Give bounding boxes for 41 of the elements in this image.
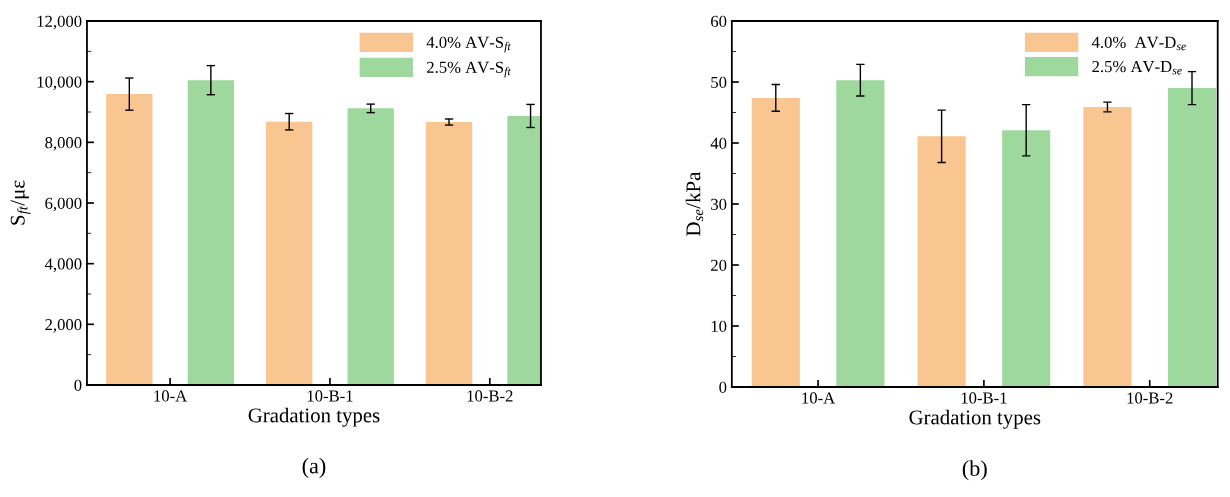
y-tick-label: 4,000 (44, 258, 82, 272)
bar (751, 97, 800, 388)
text: (b) (962, 460, 987, 481)
y-tick-label: 2,000 (45, 319, 82, 333)
bar (917, 136, 966, 388)
x-tick-label: 10-B-1 (961, 392, 1007, 404)
x-tick-label: 10-B-2 (467, 390, 513, 402)
y-tick-label: 20 (711, 259, 727, 271)
bar (1083, 107, 1132, 388)
bar (836, 80, 885, 388)
bar (106, 94, 153, 385)
bar (1167, 88, 1217, 388)
legend-label: 2.5% AV-S$_{ft}$ (427, 61, 511, 78)
y-axis-title: D$_{se}$/kPa (685, 171, 704, 236)
x-tick-label: 10-A (154, 390, 188, 402)
x-tick-label: 10-B-2 (1127, 392, 1173, 404)
legend-label: 4.0% AV-D$_{se}$ (1091, 36, 1186, 51)
legend-label: 2.5% AV-D$_{se}$ (1092, 60, 1182, 75)
y-tick-label: 12,000 (37, 15, 82, 30)
x-tick-label: 10-A (802, 392, 836, 404)
x-axis-title: Gradation types (909, 409, 1041, 429)
y-axis-title: S$_{ft}$/με (10, 180, 31, 225)
y-tick-label: 0 (719, 381, 727, 393)
bar (187, 80, 235, 385)
y-tick-label: 60 (711, 15, 727, 27)
x-tick-label: 10-B-1 (307, 390, 353, 402)
y-tick-label: 10 (711, 320, 727, 332)
bar (266, 121, 313, 385)
y-tick-label: 10,000 (37, 76, 82, 91)
y-tick-label: 50 (711, 76, 727, 88)
bar (347, 108, 394, 385)
y-tick-label: 6,000 (45, 197, 82, 212)
text: (a) (302, 457, 326, 478)
y-tick-label: 8,000 (45, 137, 82, 151)
x-axis-title: Gradation types (248, 407, 380, 427)
y-tick-label: 40 (710, 137, 727, 149)
y-tick-label: 0 (74, 379, 82, 391)
bar (425, 122, 473, 385)
y-tick-label: 30 (711, 198, 727, 210)
bar (1002, 130, 1051, 388)
legend-label: 4.0% AV-S$_{ft}$ (426, 36, 511, 53)
